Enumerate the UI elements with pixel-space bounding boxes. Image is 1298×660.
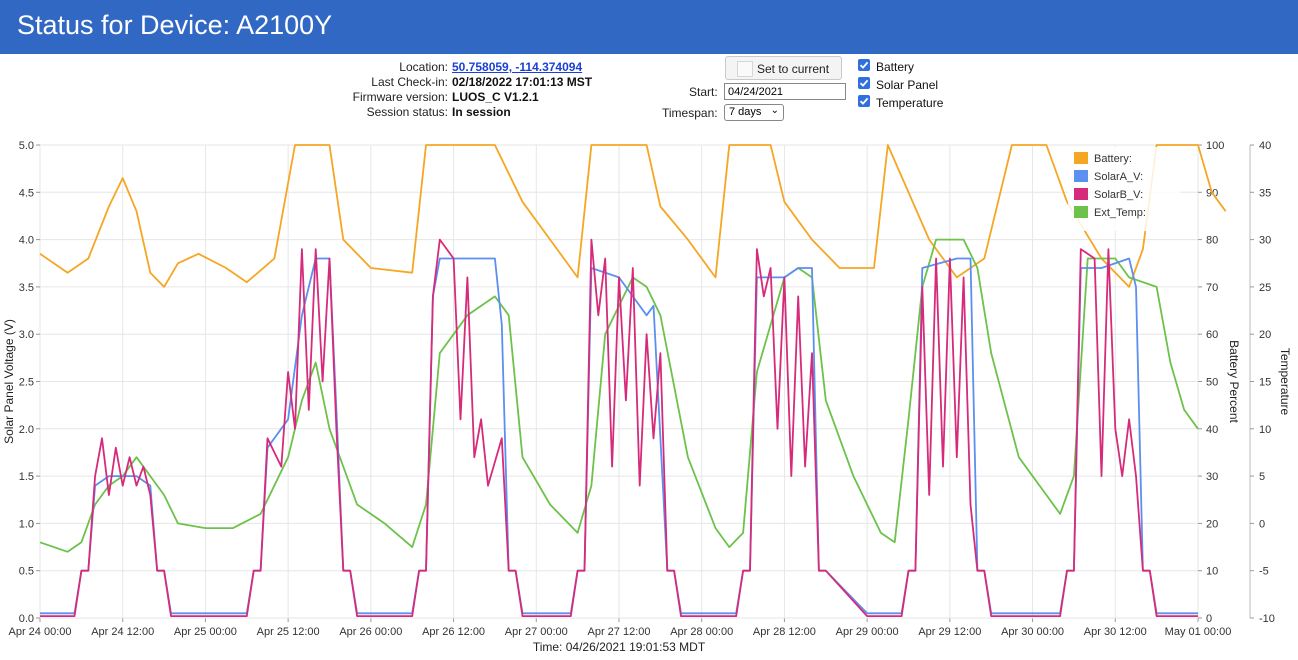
checkin-value: 02/18/2022 17:01:13 MST [452, 75, 592, 89]
voltage-tick-label: 1.5 [19, 471, 34, 483]
legend-label: SolarA_V: [1094, 171, 1143, 183]
voltage-tick-label: 0.0 [19, 613, 34, 625]
firmware-value: LUOS_C V1.2.1 [452, 90, 539, 104]
voltage-tick-label: 3.0 [19, 329, 34, 341]
temperature-tick-label: 0 [1259, 518, 1265, 530]
battery-checkbox[interactable] [858, 59, 870, 71]
battery-tick-label: 20 [1206, 518, 1218, 530]
page-title: Status for Device: A2100Y [17, 10, 332, 41]
temperature-checkbox[interactable] [858, 95, 870, 107]
voltage-tick-label: 2.0 [19, 424, 34, 436]
x-tick-label: Apr 24 00:00 [9, 626, 72, 638]
legend-label: Ext_Temp: [1094, 207, 1146, 219]
timespan-value: 7 days [729, 106, 761, 118]
voltage-tick-label: 5.0 [19, 140, 34, 152]
timespan-select[interactable]: 7 days ⌄ [724, 104, 784, 121]
temperature-checkbox-label: Temperature [876, 96, 943, 110]
battery-tick-label: 10 [1206, 566, 1218, 578]
x-axis-title: Time: 04/26/2021 19:01:53 MDT [533, 640, 706, 654]
x-tick-label: Apr 27 00:00 [505, 626, 568, 638]
legend-swatch [1074, 170, 1088, 182]
voltage-axis-title: Solar Panel Voltage (V) [2, 319, 16, 444]
temperature-tick-label: 40 [1259, 140, 1271, 152]
checkin-label: Last Check-in: [371, 75, 448, 89]
legend-label: SolarB_V: [1094, 189, 1143, 201]
checkmark-icon [859, 96, 869, 106]
temperature-tick-label: -5 [1259, 566, 1269, 578]
x-tick-label: May 01 00:00 [1165, 626, 1232, 638]
chevron-down-icon: ⌄ [771, 105, 779, 116]
legend-swatch [1074, 206, 1088, 218]
x-tick-label: Apr 25 12:00 [257, 626, 320, 638]
battery-tick-label: 30 [1206, 471, 1218, 483]
status-chart: Apr 24 00:00 Apr 24 12:00 Apr 25 00:00 Apr … [0, 130, 1298, 660]
timespan-label: Timespan: [662, 106, 718, 120]
battery-tick-label: 70 [1206, 282, 1218, 294]
battery-axis-title: Battery Percent [1227, 340, 1241, 423]
x-tick-label: Apr 25 00:00 [174, 626, 237, 638]
legend-label: Battery: [1094, 153, 1132, 165]
voltage-tick-label: 2.5 [19, 377, 34, 389]
x-tick-label: Apr 26 12:00 [422, 626, 485, 638]
battery-tick-label: 80 [1206, 235, 1218, 247]
session-value: In session [452, 105, 511, 119]
location-link[interactable]: 50.758059, -114.374094 [452, 60, 582, 74]
voltage-tick-label: 1.0 [19, 518, 34, 530]
checkmark-icon [859, 78, 869, 88]
temperature-tick-label: -10 [1259, 613, 1275, 625]
button-box-icon [737, 61, 753, 77]
firmware-label: Firmware version: [353, 90, 448, 104]
battery-checkbox-label: Battery [876, 60, 914, 74]
voltage-tick-label: 4.5 [19, 187, 34, 199]
location-value[interactable]: 50.758059, -114.374094 [452, 60, 582, 74]
start-date-input[interactable] [724, 83, 846, 100]
set-to-current-label: Set to current [757, 62, 829, 76]
temperature-tick-label: 20 [1259, 329, 1271, 341]
battery-tick-label: 40 [1206, 424, 1218, 436]
legend: Battery: SolarA_V: SolarB_V: Ext_Temp: [1068, 147, 1180, 231]
temperature-tick-label: 30 [1259, 235, 1271, 247]
set-to-current-button[interactable]: Set to current [725, 56, 842, 80]
solar-panel-checkbox-label: Solar Panel [876, 78, 938, 92]
legend-swatch [1074, 188, 1088, 200]
temperature-tick-label: 5 [1259, 471, 1265, 483]
x-tick-label: Apr 26 00:00 [339, 626, 402, 638]
temperature-tick-label: 25 [1259, 282, 1271, 294]
solar-panel-checkbox[interactable] [858, 77, 870, 89]
x-tick-label: Apr 24 12:00 [91, 626, 154, 638]
temperature-tick-label: 35 [1259, 187, 1271, 199]
voltage-tick-label: 4.0 [19, 235, 34, 247]
temperature-tick-label: 15 [1259, 377, 1271, 389]
checkmark-icon [859, 60, 869, 70]
location-label: Location: [399, 60, 448, 74]
x-tick-label: Apr 29 00:00 [836, 626, 899, 638]
voltage-tick-label: 3.5 [19, 282, 34, 294]
start-label: Start: [689, 85, 718, 99]
voltage-tick-label: 0.5 [19, 566, 34, 578]
title-bar: Status for Device: A2100Y [0, 0, 1298, 54]
x-tick-label: Apr 29 12:00 [918, 626, 981, 638]
temperature-axis-title: Temperature [1278, 348, 1292, 416]
x-tick-label: Apr 28 00:00 [670, 626, 733, 638]
battery-tick-label: 60 [1206, 329, 1218, 341]
legend-swatch [1074, 152, 1088, 164]
temperature-tick-label: 10 [1259, 424, 1271, 436]
battery-tick-label: 50 [1206, 377, 1218, 389]
x-tick-label: Apr 28 12:00 [753, 626, 816, 638]
x-tick-label: Apr 30 00:00 [1001, 626, 1064, 638]
session-label: Session status: [367, 105, 448, 119]
battery-tick-label: 100 [1206, 140, 1224, 152]
battery-tick-label: 0 [1206, 613, 1212, 625]
x-tick-label: Apr 30 12:00 [1084, 626, 1147, 638]
x-tick-label: Apr 27 12:00 [588, 626, 651, 638]
